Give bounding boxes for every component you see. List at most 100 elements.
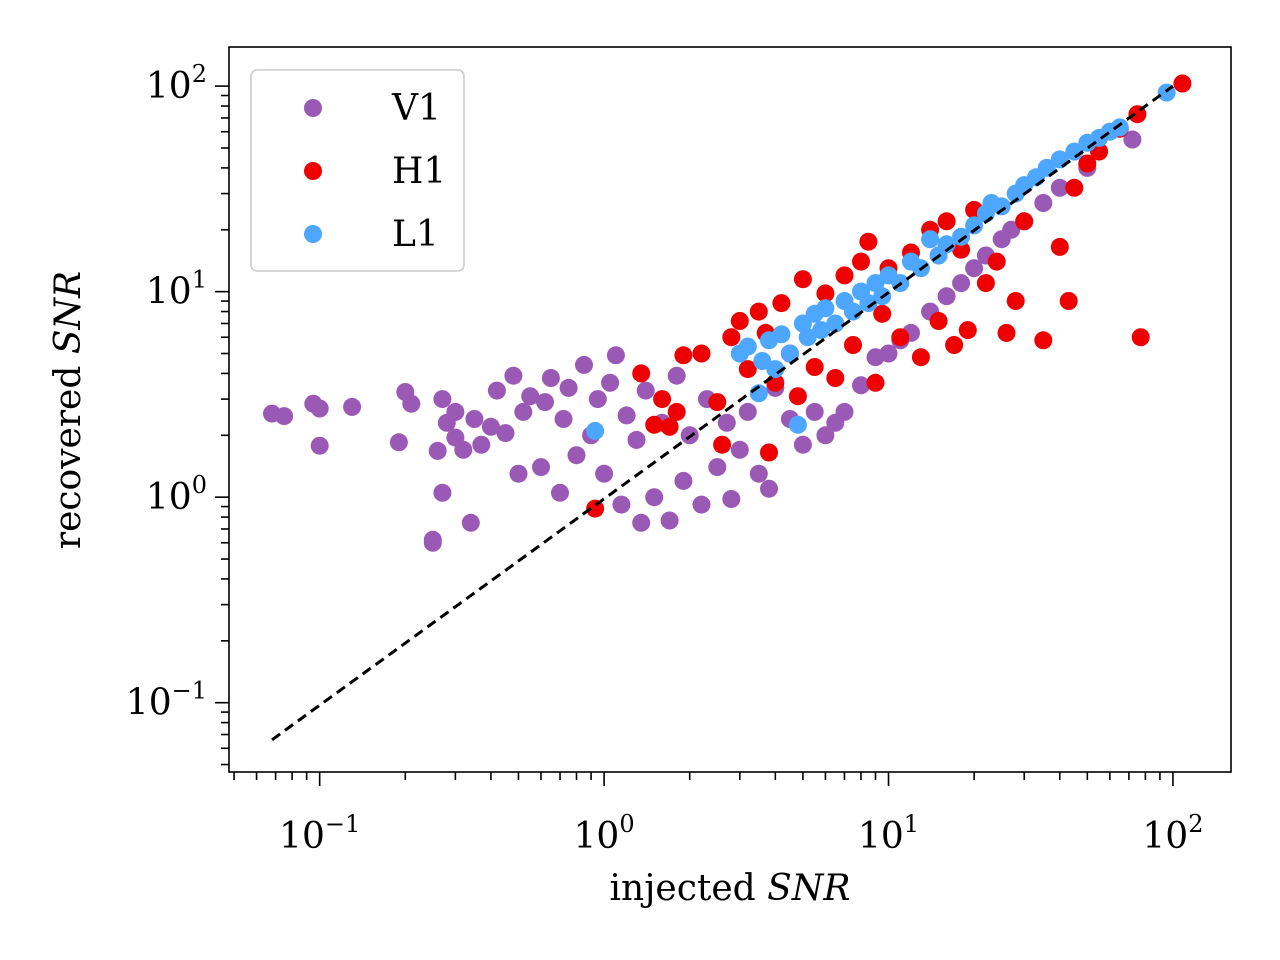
- data-point-h1: [1006, 292, 1025, 310]
- data-point-h1: [708, 393, 727, 412]
- data-point-h1: [873, 304, 892, 323]
- data-point-h1: [632, 364, 651, 383]
- data-point-h1: [730, 312, 749, 330]
- data-point-l1: [780, 344, 799, 363]
- data-point-h1: [929, 312, 948, 330]
- data-point-l1: [738, 337, 757, 356]
- y-axis-label: recovered SNR: [48, 271, 89, 549]
- data-point-h1: [1050, 237, 1069, 256]
- data-point-l1: [1037, 158, 1056, 177]
- data-point-v1: [521, 387, 540, 406]
- legend-label-h1: H1: [392, 151, 446, 192]
- data-point-v1: [1123, 130, 1142, 149]
- data-point-h1: [891, 328, 910, 347]
- data-point-v1: [617, 406, 636, 425]
- data-point-v1: [551, 483, 569, 502]
- data-point-h1: [692, 344, 711, 363]
- data-point-l1: [844, 302, 862, 321]
- data-point-v1: [472, 435, 491, 454]
- data-point-h1: [826, 369, 845, 387]
- data-point-v1: [402, 394, 421, 413]
- data-point-v1: [509, 464, 528, 483]
- data-point-l1: [788, 415, 807, 434]
- data-point-l1: [772, 325, 791, 344]
- x-tick-label: 10−1: [279, 810, 360, 857]
- data-point-h1: [1015, 212, 1034, 231]
- data-point-v1: [760, 479, 778, 498]
- data-point-v1: [952, 274, 971, 293]
- data-point-v1: [465, 410, 484, 428]
- data-point-v1: [627, 430, 646, 449]
- data-point-h1: [586, 499, 605, 518]
- data-point-l1: [965, 216, 984, 235]
- data-point-v1: [692, 495, 711, 514]
- data-point-v1: [632, 513, 651, 532]
- data-point-h1: [835, 266, 854, 285]
- data-point-v1: [446, 402, 465, 421]
- data-point-v1: [937, 287, 956, 306]
- data-point-v1: [805, 402, 824, 421]
- data-point-h1: [645, 415, 664, 434]
- legend: V1 H1 L1: [250, 69, 465, 272]
- data-point-v1: [588, 390, 607, 409]
- data-point-v1: [310, 399, 329, 418]
- data-point-v1: [645, 488, 664, 507]
- data-point-v1: [612, 495, 631, 514]
- data-point-h1: [722, 328, 741, 347]
- data-point-v1: [636, 381, 655, 400]
- legend-box: [250, 69, 465, 272]
- x-tick-label: 102: [1142, 810, 1203, 857]
- data-point-h1: [997, 323, 1016, 342]
- data-point-v1: [423, 533, 442, 552]
- data-point-v1: [601, 373, 620, 392]
- data-point-h1: [738, 360, 757, 379]
- data-point-h1: [958, 321, 977, 340]
- data-point-l1: [816, 299, 835, 318]
- data-point-v1: [660, 511, 679, 530]
- x-axis-label: injected SNR: [610, 868, 851, 909]
- data-point-v1: [835, 402, 854, 421]
- data-point-h1: [713, 435, 732, 454]
- data-point-v1: [433, 483, 452, 502]
- data-point-h1: [1034, 331, 1053, 350]
- data-point-h1: [844, 336, 862, 354]
- data-point-l1: [859, 294, 878, 313]
- data-point-v1: [504, 366, 523, 385]
- data-point-h1: [945, 336, 964, 354]
- data-point-v1: [532, 458, 550, 477]
- data-point-v1: [496, 424, 515, 443]
- data-point-h1: [1078, 154, 1097, 173]
- data-point-h1: [816, 284, 835, 303]
- data-point-h1: [674, 346, 693, 365]
- data-point-h1: [937, 212, 956, 231]
- data-point-h1: [859, 232, 878, 251]
- data-point-v1: [481, 417, 500, 436]
- data-point-v1: [1034, 194, 1053, 212]
- legend-marker-l1: [304, 225, 322, 243]
- axis-ticks: 10−1 100 101 102 10−1 100 101 102: [126, 60, 1204, 857]
- data-point-h1: [760, 443, 778, 462]
- data-point-h1: [911, 348, 930, 367]
- data-point-h1: [866, 373, 885, 392]
- data-point-v1: [389, 433, 408, 452]
- data-point-l1: [586, 421, 605, 440]
- legend-marker-h1: [304, 162, 322, 180]
- data-point-v1: [343, 397, 362, 416]
- data-point-v1: [275, 407, 294, 426]
- y-tick-label: 102: [146, 60, 207, 107]
- data-point-v1: [433, 390, 452, 409]
- series-h1: [586, 74, 1192, 518]
- data-point-l1: [766, 360, 785, 379]
- data-point-h1: [793, 270, 812, 289]
- data-point-h1: [805, 358, 824, 376]
- data-point-v1: [749, 464, 768, 483]
- data-point-l1: [952, 227, 971, 246]
- data-point-h1: [1065, 178, 1084, 197]
- data-point-v1: [738, 402, 757, 421]
- data-point-h1: [660, 417, 679, 436]
- data-point-v1: [461, 513, 480, 532]
- y-tick-label: 10−1: [126, 677, 207, 724]
- data-point-v1: [514, 402, 533, 421]
- data-point-l1: [753, 352, 772, 370]
